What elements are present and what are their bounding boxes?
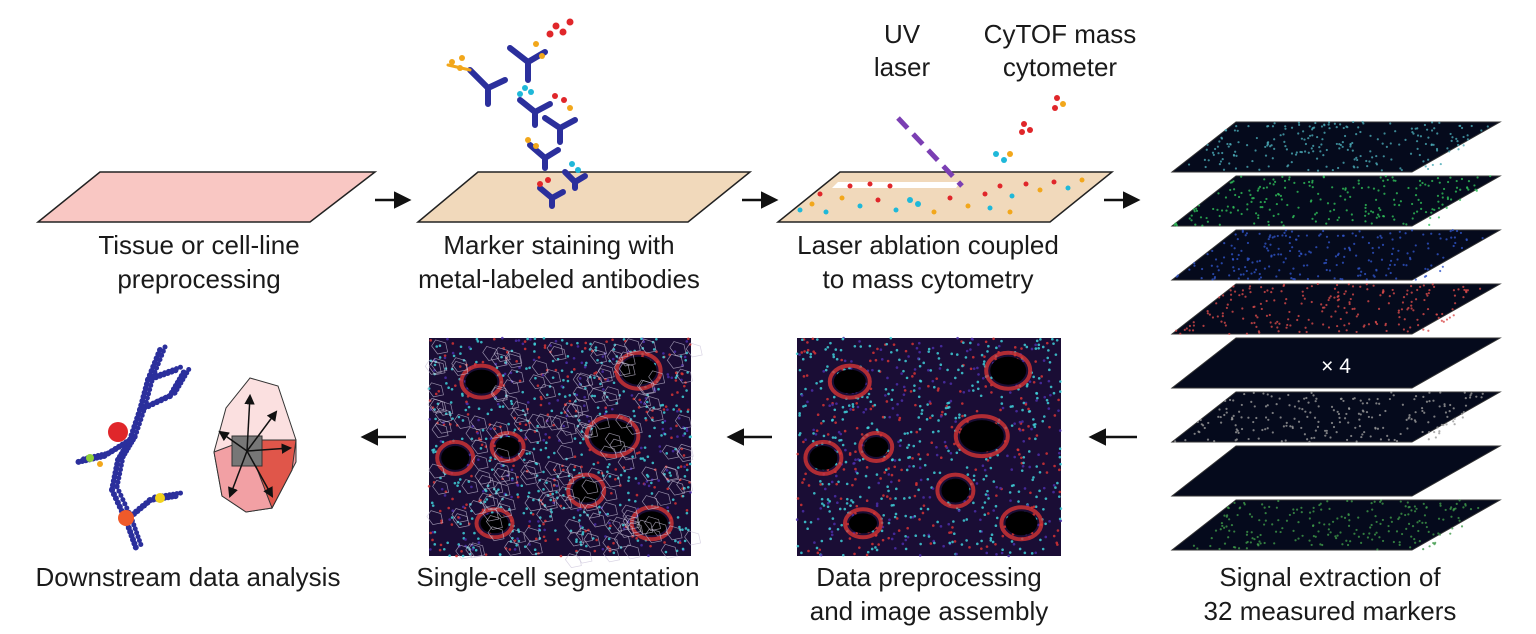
marker-layer-8 xyxy=(1170,499,1502,551)
step3-label-line2: to mass cytometry xyxy=(823,264,1034,294)
step1-label-line2: preprocessing xyxy=(117,264,280,294)
step5-label-line2: and image assembly xyxy=(810,596,1048,626)
step5-label-line1: Data preprocessing xyxy=(816,562,1041,592)
metal-dots-slide xyxy=(797,177,1085,215)
step2-label-line1: Marker staining with xyxy=(443,230,674,260)
tissue-slide xyxy=(35,171,378,223)
segmentation-image xyxy=(424,336,703,569)
layer-multiplier-label: × 4 xyxy=(1321,355,1351,378)
uv-laser-beam xyxy=(896,116,964,188)
marker-layer-7 xyxy=(1170,445,1502,497)
step4-label-line1: Signal extraction of xyxy=(1219,562,1441,592)
marker-layer-1 xyxy=(1170,120,1502,173)
uv-label-line2: laser xyxy=(874,52,931,82)
ablated-stripe xyxy=(832,182,960,188)
step7-label: Downstream data analysis xyxy=(36,562,341,592)
antibodies-group xyxy=(446,45,588,209)
marker-layer-5 xyxy=(1170,337,1502,389)
cytof-label-line2: cytometer xyxy=(1003,52,1117,82)
marker-layer-stack xyxy=(1170,120,1502,551)
metal-tags-stain xyxy=(449,18,581,187)
ejected-ions xyxy=(993,95,1066,163)
spanning-tree-graph xyxy=(75,344,192,551)
stained-slide xyxy=(415,171,753,223)
marker-layer-3 xyxy=(1170,228,1502,281)
cytof-label-line1: CyTOF mass xyxy=(984,19,1137,49)
assembled-image xyxy=(795,336,1063,558)
step1-label-line1: Tissue or cell-line xyxy=(98,230,299,260)
marker-layer-4 xyxy=(1170,282,1502,336)
step6-label: Single-cell segmentation xyxy=(416,562,699,592)
step4-label-line2: 32 measured markers xyxy=(1204,596,1457,626)
ablation-slide xyxy=(775,171,1115,223)
step2-label-line2: metal-labeled antibodies xyxy=(418,264,700,294)
step3-label-line1: Laser ablation coupled xyxy=(797,230,1059,260)
uv-label-line1: UV xyxy=(884,19,921,49)
marker-layer-6 xyxy=(1170,391,1502,443)
radial-plot xyxy=(213,377,297,513)
marker-layer-2 xyxy=(1170,175,1502,227)
